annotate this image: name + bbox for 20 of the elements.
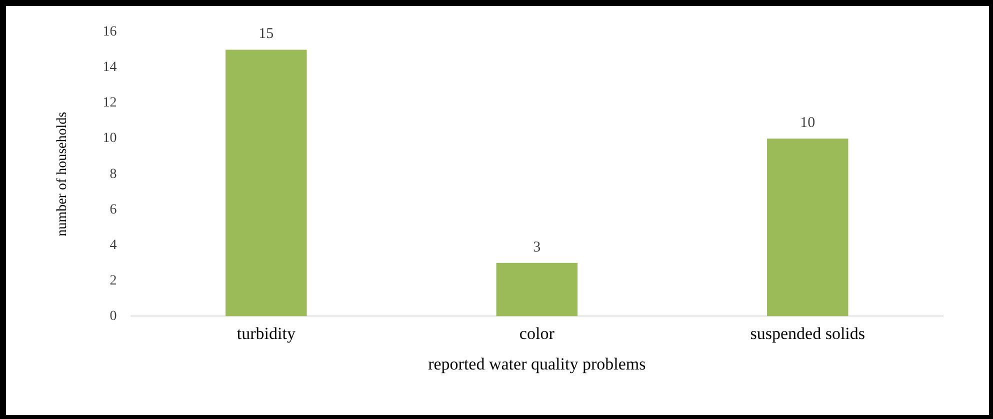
x-tick-label: suspended solids <box>750 324 866 343</box>
data-label: 10 <box>800 115 816 132</box>
y-tick-label: 16 <box>102 24 117 40</box>
x-tick-label: turbidity <box>236 324 296 343</box>
bar <box>496 262 578 316</box>
y-tick-label: 12 <box>102 96 117 111</box>
y-tick-label: 2 <box>110 273 117 288</box>
y-tick-label: 8 <box>110 166 117 182</box>
x-axis-title: reported water quality problems <box>428 354 646 374</box>
y-tick-label: 6 <box>110 202 117 218</box>
y-axis-title: number of households <box>55 112 70 236</box>
y-tick-label: 14 <box>102 60 117 76</box>
y-tick-label: 0 <box>110 308 117 324</box>
bar <box>767 138 848 316</box>
bar <box>226 50 307 316</box>
y-tick-label: 10 <box>102 131 117 146</box>
data-label: 3 <box>533 239 541 256</box>
data-label: 15 <box>258 26 274 42</box>
x-tick-label: color <box>519 324 555 343</box>
y-tick-label: 4 <box>110 238 117 253</box>
